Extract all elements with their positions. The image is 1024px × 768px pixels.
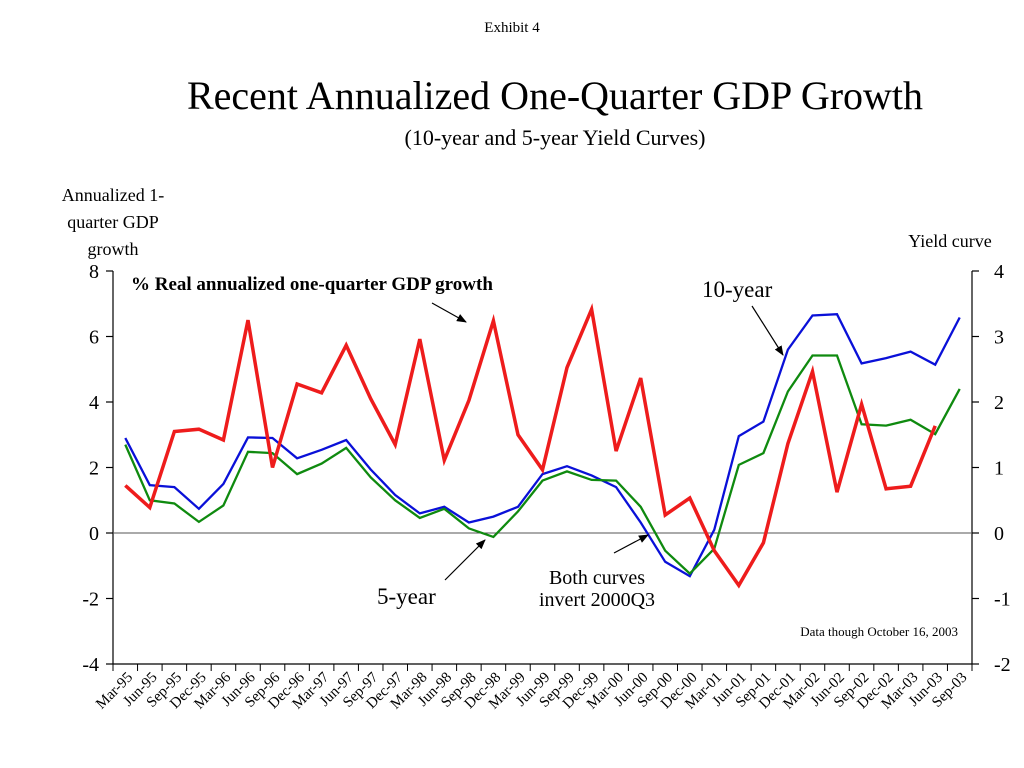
exhibit-label: Exhibit 4 xyxy=(484,20,540,36)
left-tick-label: 2 xyxy=(89,458,99,480)
ten-year-arrow xyxy=(751,305,784,356)
left-axis-label: Annualized 1-quarter GDP growth xyxy=(61,185,165,259)
ten-year-series-line xyxy=(124,313,961,578)
chart-title: Recent Annualized One-Quarter GDP Growth xyxy=(186,73,924,118)
left-tick-label: -4 xyxy=(82,654,99,676)
gdp-label-arrow xyxy=(431,302,467,323)
left-tick-label: 6 xyxy=(89,327,99,349)
right-tick-label: 3 xyxy=(994,327,1004,349)
left-tick-label: -2 xyxy=(82,589,99,611)
right-tick-label: -1 xyxy=(994,589,1011,611)
right-tick-label: 1 xyxy=(994,458,1004,480)
gdp-series-label: % Real annualized one-quarter GDP growth xyxy=(131,274,493,295)
right-tick-label: -2 xyxy=(994,654,1011,676)
chart-subtitle: (10-year and 5-year Yield Curves) xyxy=(404,125,706,150)
left-tick-label: 8 xyxy=(89,261,99,283)
right-tick-label: 2 xyxy=(994,392,1004,414)
right-tick-label: 0 xyxy=(994,523,1004,545)
invert-note-line1: Both curves xyxy=(549,567,645,589)
series-layer xyxy=(124,303,961,589)
five-year-arrow xyxy=(444,539,486,581)
invert-note-line2: invert 2000Q3 xyxy=(539,589,655,611)
five-year-series-line xyxy=(124,354,961,576)
right-tick-label: 4 xyxy=(994,261,1004,283)
left-tick-label: 0 xyxy=(89,523,99,545)
data-note: Data though October 16, 2003 xyxy=(800,624,958,639)
invert-arrow xyxy=(613,534,649,554)
right-axis-label: Yield curve xyxy=(908,231,992,251)
ten-year-label: 10-year xyxy=(702,277,773,302)
left-tick-label: 4 xyxy=(89,392,99,414)
gdp-growth-series-line xyxy=(124,303,937,589)
annotation-layer: % Real annualized one-quarter GDP growth… xyxy=(131,274,958,639)
five-year-label: 5-year xyxy=(377,584,436,609)
